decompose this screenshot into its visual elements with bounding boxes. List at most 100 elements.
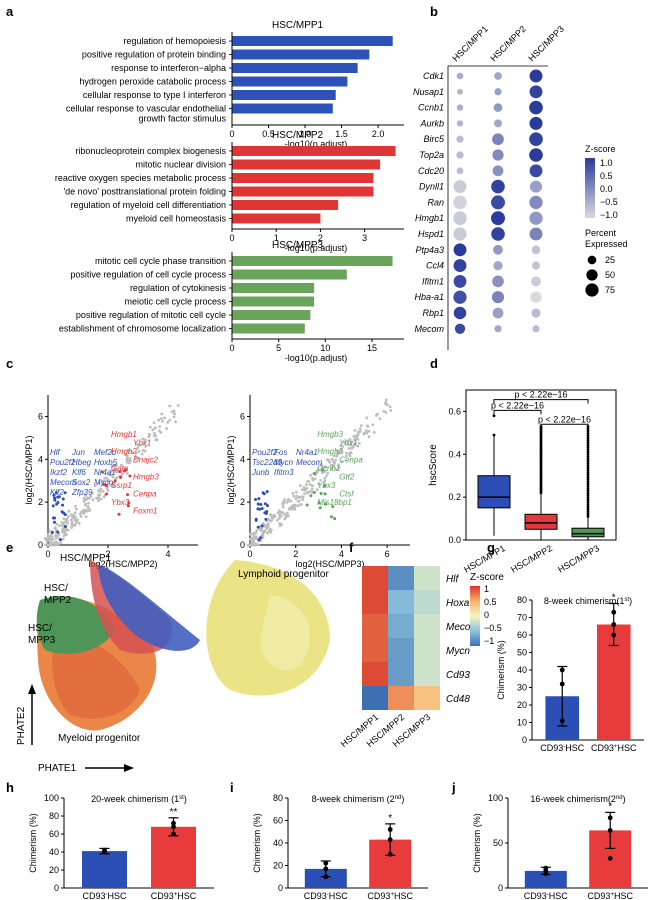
go-xtick-label: 10 bbox=[320, 343, 330, 353]
bar-category-label: CD93+HSC bbox=[587, 891, 633, 900]
myeloid-cloud-core bbox=[52, 637, 140, 719]
dotplot-dot bbox=[491, 211, 505, 226]
scatter-gene-label-blue: Fos bbox=[274, 448, 287, 457]
scatter-point bbox=[330, 457, 334, 461]
bar-title-superscript: st bbox=[624, 597, 629, 603]
scatter-point bbox=[339, 448, 343, 452]
scatter-point bbox=[286, 499, 290, 503]
bar-ylabel: Chimerism (%) bbox=[252, 813, 262, 873]
go-term-label: response to interferon−alpha bbox=[111, 63, 226, 73]
scatter-point bbox=[168, 404, 172, 408]
go-xtick-label: 3 bbox=[362, 233, 367, 243]
scatter-point bbox=[70, 520, 74, 524]
boxplot-ylabel: hscScore bbox=[428, 444, 439, 486]
scatter-point-blue bbox=[264, 517, 268, 521]
scatter-point bbox=[153, 426, 157, 430]
scatter-point bbox=[330, 466, 334, 470]
dotplot-dot bbox=[531, 308, 541, 318]
scatter-point bbox=[291, 492, 295, 495]
go-chart-title: HSC/MPP3 bbox=[272, 240, 324, 251]
dotplot-column-label: HSC/MPP2 bbox=[488, 24, 528, 64]
scatter-point bbox=[328, 460, 331, 464]
bar-category-label: CD93+HSC bbox=[591, 743, 637, 753]
scatter-point bbox=[325, 458, 329, 462]
scatter-gene-label-blue: Pou2f2 bbox=[50, 458, 76, 467]
panel-f-heatmap: HlfHoxa9MecomMycnCd93Cd48HSC/MPP1HSC/MPP… bbox=[339, 566, 504, 749]
scatter-point-blue bbox=[53, 498, 57, 502]
scatter-point bbox=[367, 429, 371, 433]
boxplot-outlier bbox=[586, 515, 590, 518]
scatter-point-highlight bbox=[319, 491, 323, 495]
phate1-label: PHATE1 bbox=[38, 763, 77, 774]
bar-category-tail: HSC bbox=[329, 891, 349, 900]
scatter-gene-label-blue: Klf6 bbox=[72, 468, 86, 477]
panel-i-letter: i bbox=[230, 780, 234, 795]
dotplot-dot bbox=[529, 100, 543, 115]
scatter-point bbox=[99, 497, 103, 501]
scatter-point bbox=[301, 498, 304, 502]
scatter-point bbox=[127, 461, 131, 465]
boxplot-group-label: HSC/MPP1 bbox=[462, 543, 507, 575]
scatter-point bbox=[323, 476, 327, 480]
bar-ytick-label: 100 bbox=[44, 793, 59, 803]
scatter-point bbox=[173, 412, 177, 416]
bar-category-label: CD93-HSC bbox=[82, 891, 127, 900]
scatter-point bbox=[101, 489, 105, 493]
dotplot-column-label: HSC/MPP1 bbox=[450, 24, 490, 64]
scatter-point bbox=[293, 507, 297, 511]
scatter-point-blue bbox=[52, 493, 56, 497]
scatter-gene-label-highlight: Gtf2 bbox=[339, 473, 355, 482]
scatter-point-blue bbox=[259, 502, 263, 506]
scatter-point bbox=[306, 479, 310, 483]
scatter-point bbox=[163, 416, 166, 420]
scatter-point bbox=[335, 454, 339, 458]
phate1-arrowhead bbox=[124, 764, 134, 772]
scatter-xlabel: log2(HSC/MPP3) bbox=[295, 559, 364, 569]
scatter-ytick-label: 4 bbox=[240, 454, 245, 464]
dotplot-dot bbox=[493, 260, 503, 271]
bar-ytick-label: 20 bbox=[49, 865, 59, 875]
scatter-point bbox=[334, 458, 337, 462]
scatter-point bbox=[339, 444, 343, 447]
go-xtick-label: 2.0 bbox=[372, 129, 385, 139]
scatter-point bbox=[166, 420, 170, 424]
go-bar bbox=[232, 159, 381, 170]
bar-point bbox=[387, 851, 393, 857]
scatter-point-highlight bbox=[113, 479, 117, 483]
scatter-point bbox=[299, 484, 302, 488]
go-term-label: regulation of hemopoiesis bbox=[123, 36, 226, 46]
scatter-ytick-label: 2 bbox=[38, 497, 43, 507]
scatter-point-highlight bbox=[313, 472, 317, 476]
scatter-point-highlight bbox=[309, 494, 313, 498]
scatter-point bbox=[332, 464, 336, 467]
scatter-ytick-label: 6 bbox=[38, 411, 43, 421]
scatter-point bbox=[337, 463, 340, 467]
bar-point bbox=[387, 837, 393, 843]
bar-category-sign: - bbox=[106, 892, 108, 898]
dotplot-gene-label: Ccnb1 bbox=[418, 103, 444, 113]
scatter-point bbox=[151, 428, 155, 432]
go-chart-title: HSC/MPP1 bbox=[272, 20, 324, 31]
bar-ylabel: Chimerism (%) bbox=[496, 640, 506, 700]
dotplot-zscore-tick: −0.5 bbox=[600, 197, 618, 207]
scatter-point bbox=[288, 507, 292, 511]
boxplot-outlier bbox=[492, 414, 496, 418]
scatter-gene-label-highlight: Mis18bp1 bbox=[317, 498, 352, 507]
scatter-point-blue bbox=[56, 495, 60, 499]
scatter-point bbox=[252, 539, 256, 543]
scatter-gene-label-highlight: Hmgb3 bbox=[317, 430, 343, 439]
dotplot-dot bbox=[492, 165, 504, 177]
scatter-point bbox=[266, 518, 270, 521]
scatter-point bbox=[337, 449, 341, 453]
boxplot-outlier bbox=[586, 441, 590, 444]
scatter-point bbox=[294, 490, 298, 494]
dotplot-dot bbox=[453, 290, 467, 304]
bar-category-tail: HSC bbox=[614, 891, 634, 900]
scatter-point bbox=[300, 488, 304, 492]
scatter-point bbox=[326, 471, 330, 475]
go-bar bbox=[232, 213, 321, 224]
dotplot-gene-label: Hspd1 bbox=[418, 229, 444, 239]
scatter-ytick-label: 2 bbox=[240, 497, 245, 507]
scatter-point-blue bbox=[266, 504, 270, 508]
bar-chart-title: 8-week chimerism(1st) bbox=[544, 596, 632, 606]
